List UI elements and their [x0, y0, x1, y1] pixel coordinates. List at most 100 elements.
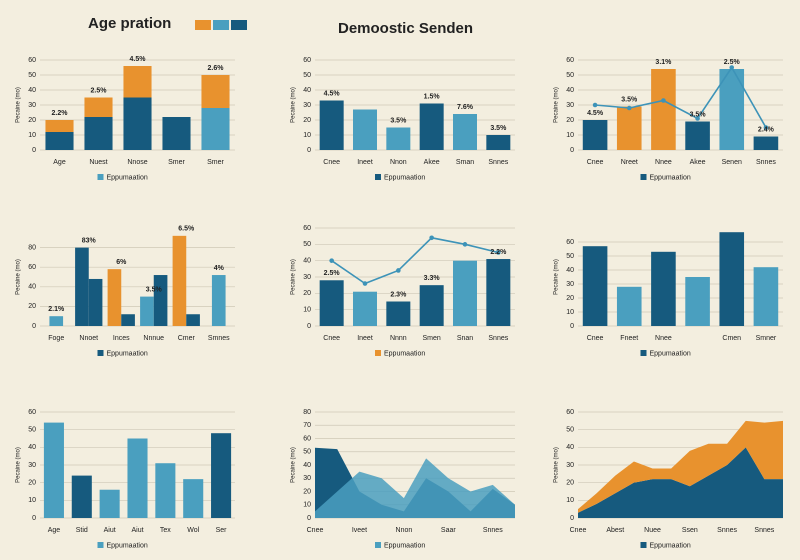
y-tick-label: 50	[28, 72, 36, 79]
y-tick-label: 50	[303, 241, 311, 248]
data-annotation: 2.3%	[390, 291, 407, 298]
x-tick-label: Aiut	[104, 527, 116, 534]
x-tick-label: Ineet	[357, 159, 373, 166]
x-tick-label: Wol	[187, 527, 199, 534]
data-annotation: 6.5%	[178, 226, 195, 233]
bar	[386, 301, 411, 326]
bar	[753, 136, 779, 150]
y-tick-label: 20	[303, 117, 311, 124]
y-tick-label: 40	[303, 87, 311, 94]
data-annotation: 3.3%	[424, 275, 441, 282]
bar	[127, 438, 148, 518]
y-tick-label: 80	[28, 244, 36, 251]
line-point	[496, 250, 501, 255]
legend-swatch	[231, 20, 247, 30]
line-point	[763, 125, 769, 130]
y-tick-label: 0	[32, 147, 36, 154]
x-tick-label: Snnes	[483, 527, 503, 534]
bar	[123, 97, 152, 150]
bar	[84, 117, 113, 150]
x-tick-label: Nnon	[396, 527, 413, 534]
legend-label: Eppumaation	[650, 542, 691, 549]
line	[331, 236, 499, 285]
bar	[685, 277, 710, 326]
y-tick-label: 10	[303, 307, 311, 314]
y-tick-label: 40	[566, 444, 574, 451]
legend-swatch	[213, 20, 229, 30]
line-point	[329, 258, 334, 263]
x-tick-label: Nreet	[621, 159, 638, 166]
bar	[353, 291, 377, 326]
data-annotation: 2.5%	[724, 59, 741, 66]
bar	[155, 463, 176, 518]
y-tick-label: 40	[566, 87, 574, 94]
legend-swatch	[97, 174, 104, 180]
bar	[486, 259, 511, 326]
x-tick-label: Nnnue	[143, 335, 164, 342]
x-tick-label: Foge	[48, 335, 64, 342]
y-tick-label: 40	[303, 462, 311, 469]
x-tick-label: Snnes	[717, 527, 737, 534]
data-annotation: 3.5%	[621, 96, 638, 103]
x-tick-label: Cnee	[323, 335, 340, 342]
x-tick-label: Cmer	[178, 335, 196, 342]
y-tick-label: 50	[566, 72, 574, 79]
y-tick-label: 0	[307, 323, 311, 330]
y-tick-label: 70	[303, 422, 311, 429]
y-tick-label: 0	[307, 147, 311, 154]
x-tick-label: Abest	[606, 527, 624, 534]
bar	[651, 251, 676, 326]
data-annotation: 6%	[116, 259, 127, 266]
bar	[453, 260, 477, 326]
x-tick-label: Cnee	[587, 335, 604, 342]
y-axis-label: Pecaine (mo)	[291, 259, 297, 295]
bar	[201, 75, 230, 108]
data-annotation: 3.5%	[490, 125, 507, 132]
data-annotation: 2.6%	[208, 65, 225, 72]
y-tick-label: 60	[566, 239, 574, 246]
data-annotation: 2.5%	[91, 87, 108, 94]
y-tick-label: 10	[28, 132, 36, 139]
y-tick-label: 50	[566, 427, 574, 434]
x-tick-label: Tex	[160, 527, 171, 534]
x-tick-label: Snnes	[756, 159, 776, 166]
line-point	[592, 102, 598, 108]
bar	[419, 285, 444, 326]
legend-swatch	[97, 350, 104, 356]
legend-swatch	[375, 174, 381, 180]
bar	[386, 127, 411, 150]
bar	[45, 120, 74, 132]
x-tick-label: Smer	[207, 159, 224, 166]
bar	[211, 275, 226, 326]
y-tick-label: 60	[566, 57, 574, 64]
y-tick-label: 20	[566, 480, 574, 487]
y-tick-label: 40	[303, 258, 311, 265]
x-tick-label: Nnoet	[79, 335, 98, 342]
data-annotation: 3.5%	[390, 117, 407, 124]
x-tick-label: Ssen	[682, 527, 698, 534]
x-tick-label: Fneet	[620, 335, 638, 342]
x-tick-label: Nnnn	[390, 335, 407, 342]
area	[315, 458, 515, 518]
y-tick-label: 50	[303, 449, 311, 456]
legend-label: Eppumaation	[384, 542, 425, 549]
bar	[43, 422, 64, 518]
y-tick-label: 30	[566, 462, 574, 469]
y-tick-label: 20	[566, 295, 574, 302]
legend-label: Eppumaation	[650, 174, 691, 181]
legend-label: Eppumaation	[650, 350, 691, 357]
x-tick-label: Nuee	[644, 527, 661, 534]
area	[578, 447, 783, 518]
line-point	[362, 281, 368, 286]
data-annotation: 4.5%	[130, 56, 147, 63]
y-tick-label: 10	[28, 497, 36, 504]
bar	[186, 314, 200, 326]
line-point	[396, 268, 401, 273]
legend-label: Eppumaation	[384, 174, 425, 181]
y-tick-label: 50	[566, 253, 574, 260]
x-tick-label: Nnee	[655, 335, 672, 342]
y-tick-label: 0	[32, 323, 36, 330]
x-tick-label: Ineet	[357, 335, 373, 342]
legend-label: Eppumaation	[384, 350, 425, 357]
